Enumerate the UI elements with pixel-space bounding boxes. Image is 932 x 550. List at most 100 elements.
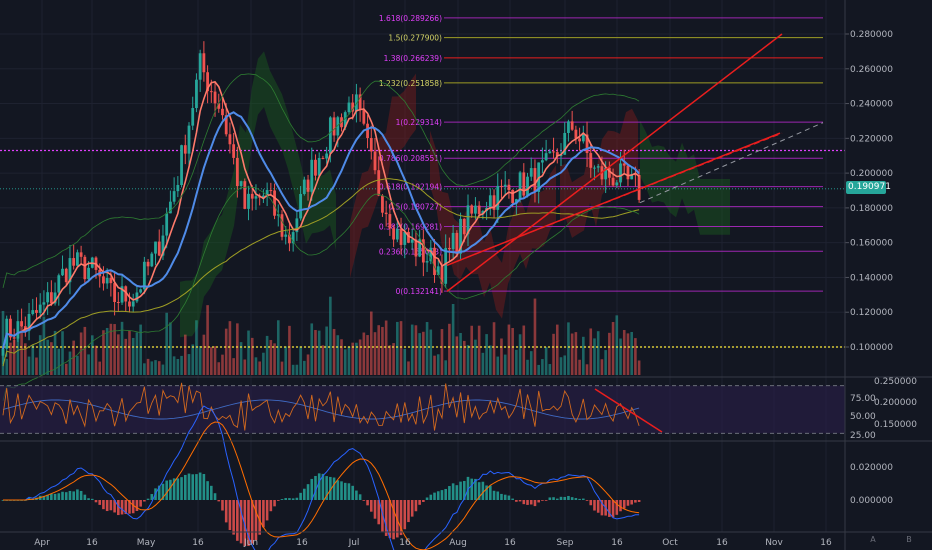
macd-histogram-bar [50,493,53,500]
candle [381,195,384,213]
last-price-text: 0.190971 [848,182,891,192]
candle [16,321,20,339]
macd-histogram-bar [113,500,116,513]
macd-histogram-bar [410,500,414,517]
volume-bar [35,357,38,375]
candle [254,196,258,199]
candle [332,117,336,136]
volume-bar [117,334,120,375]
macd-histogram-bar [362,500,366,501]
candle [444,247,448,284]
macd-histogram-bar [529,500,533,505]
candle [102,276,105,284]
volume-bar [451,303,455,375]
macd-histogram-bar [206,481,209,500]
cloud-segment [430,130,556,319]
fib-level-label: 1.38(0.266239) [384,54,442,63]
volume-bar [27,356,31,375]
volume-bar [273,343,276,375]
macd-histogram-bar [477,482,481,500]
candle [514,199,518,204]
volume-bar [221,354,224,375]
candle [470,205,474,214]
macd-histogram-bar [102,500,105,510]
price-tick-label: 0.220000 [850,134,893,144]
volume-bar [105,327,109,375]
candle [366,123,369,139]
volume-bar [481,352,485,375]
candle [388,214,392,229]
macd-histogram-bar [343,482,347,500]
candle [548,151,552,154]
volume-bar [269,339,273,375]
volume-bar [485,334,488,375]
candle [49,292,53,304]
macd-histogram-bar [377,500,381,525]
volume-bar [232,358,235,375]
macd-histogram-bar [596,500,600,513]
candle [161,235,165,256]
volume-bar [522,325,526,375]
volume-bar [608,332,611,375]
volume-bar [299,346,302,375]
macd-histogram-bar [403,500,407,530]
macd-histogram-bar [329,476,332,500]
volume-bar [585,364,589,375]
volume-bar [61,331,64,375]
candle [198,53,202,80]
macd-histogram-bar [481,481,485,500]
macd-tick-label: 0.020000 [850,463,893,473]
macd-histogram-bar [462,480,466,500]
candle [53,292,57,304]
scale-button-b[interactable]: B [906,535,912,544]
volume-bar [154,360,157,375]
volume-bar [615,315,619,375]
candle [466,205,470,235]
macd-histogram-bar [533,500,537,507]
macd-histogram-bar [46,494,49,500]
volume-bar [325,326,328,375]
volume-bar [548,364,552,375]
rsi-tick-label: 50.00 [850,412,876,422]
scale-button-a[interactable]: A [870,535,876,544]
macd-histogram-bar [131,500,135,514]
macd-histogram-bar [429,494,433,500]
volume-bar [589,328,593,375]
volume-bar [529,351,533,375]
candle [135,292,139,302]
rsi-line [2,382,640,431]
macd-histogram-bar [585,500,589,501]
volume-bar [362,332,366,375]
macd-histogram-bar [109,500,113,511]
volume-bar [582,336,585,375]
candle [68,258,72,283]
candle [407,231,410,243]
macd-histogram-bar [169,479,172,500]
cloud-segment [640,120,730,235]
volume-bar [50,342,53,375]
rsi-tick-label: 25.00 [850,431,876,441]
cloud-segment [350,73,416,279]
volume-bar [131,337,135,375]
volume-bar [191,344,195,375]
macd-histogram-bar [392,500,395,540]
macd-tick-label: 0.000000 [850,496,893,506]
macd-panel[interactable]: 0.020000 0.000000 [1,405,894,550]
candle [448,247,451,250]
macd-histogram-bar [273,500,276,507]
fib-level-label: 0(0.132141) [396,287,442,296]
trend-lines[interactable] [446,33,824,292]
candle [518,172,522,200]
macd-histogram-bar [500,493,503,500]
candle [280,214,284,237]
rsi-tick-label: 75.00 [850,394,876,404]
rsi-panel[interactable]: 75.00 50.00 25.00 0.250000 0.200000 0.150000 [0,377,917,441]
volume-bar [195,320,198,375]
macd-histogram-bar [615,500,619,515]
volume-bar [496,356,500,375]
macd-histogram-bar [250,500,254,544]
macd-histogram-bar [563,496,567,500]
volume-bar [1,310,5,375]
macd-histogram-bar [611,500,615,518]
